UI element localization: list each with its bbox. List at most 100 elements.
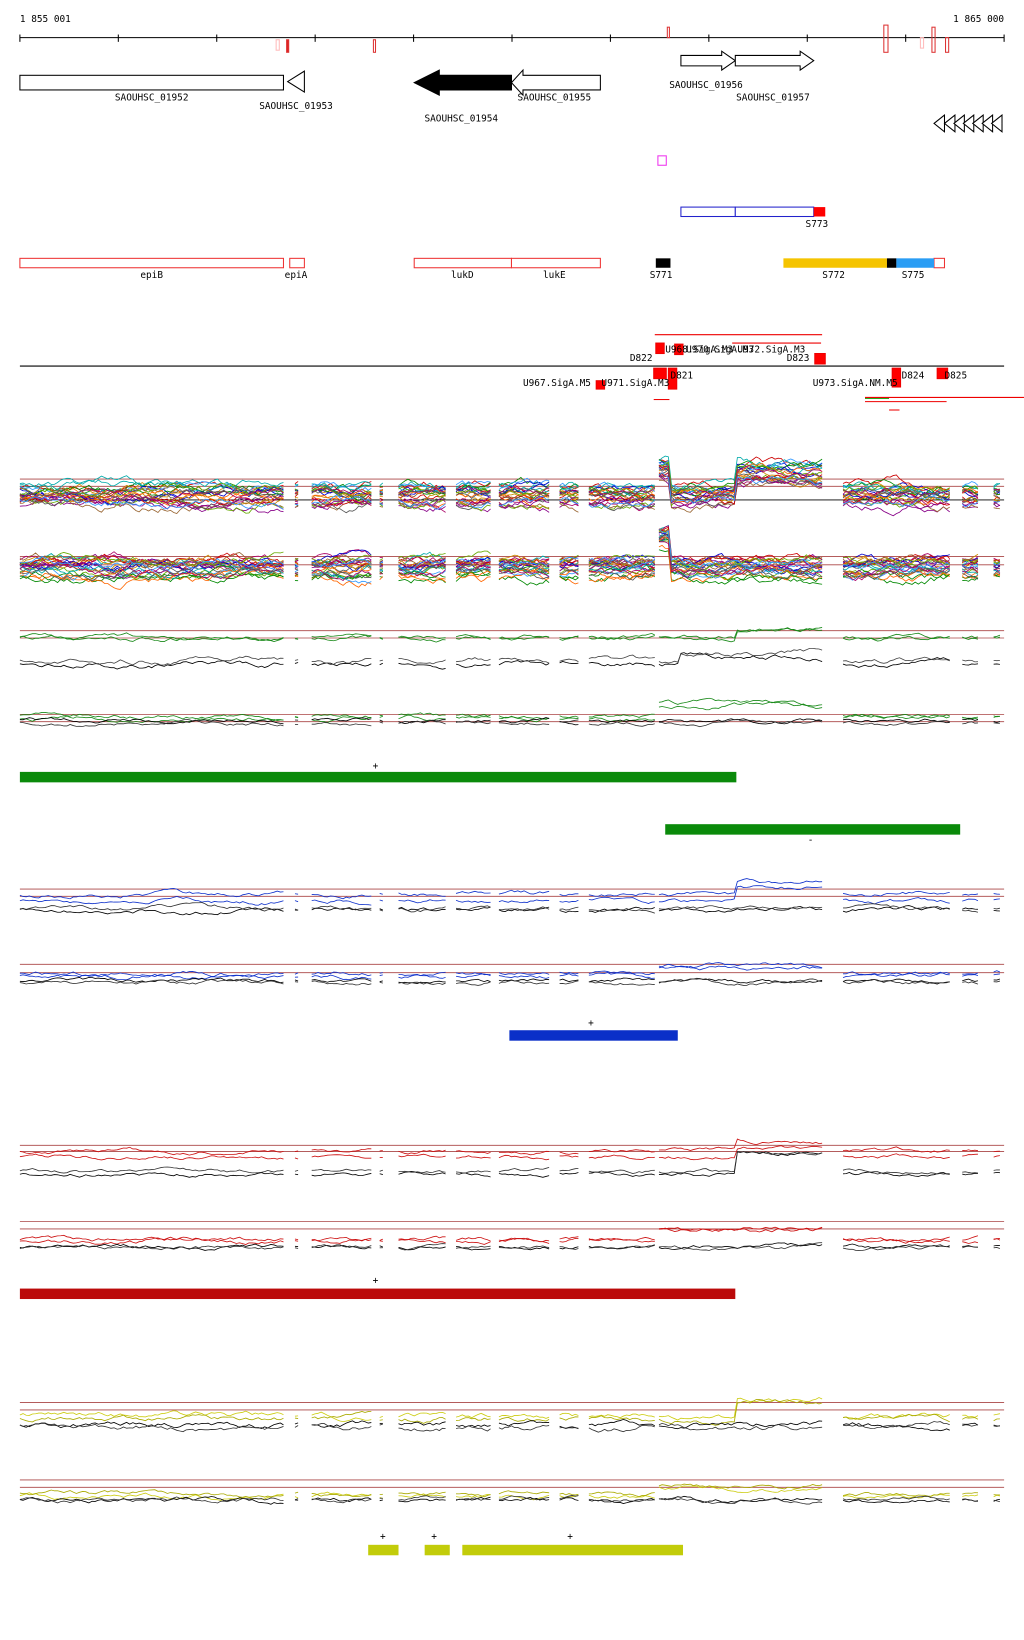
- expression-trace: [398, 1427, 446, 1432]
- expression-trace: [962, 1424, 979, 1427]
- expression-trace: [588, 1413, 655, 1419]
- expression-trace: [398, 561, 446, 572]
- expression-trace: [559, 1246, 579, 1250]
- expression-trace: [658, 463, 823, 495]
- expression-trace: [379, 1238, 383, 1241]
- expression-trace: [588, 1171, 655, 1177]
- expression-trace: [559, 973, 579, 977]
- expression-trace: [559, 1427, 579, 1429]
- expression-trace: [993, 980, 1001, 983]
- region-label: lukD: [451, 270, 474, 281]
- expression-trace: [294, 566, 299, 569]
- expression-trace: [993, 1418, 1000, 1422]
- expression-trace: [588, 1415, 655, 1422]
- expression-trace: [398, 1498, 446, 1503]
- expression-trace: [962, 981, 979, 985]
- expression-trace: [311, 488, 372, 497]
- expression-trace: [455, 480, 491, 486]
- expression-trace: [842, 554, 950, 565]
- expression-trace: [311, 1236, 372, 1242]
- expression-trace: [993, 1171, 1000, 1174]
- expression-trace: [379, 497, 383, 500]
- expression-trace: [588, 562, 656, 571]
- expression-trace: [658, 697, 823, 707]
- expression-trace: [842, 1491, 950, 1497]
- expression-trace: [559, 569, 579, 575]
- expression-trace: [498, 1420, 550, 1427]
- expression-trace: [455, 1493, 491, 1498]
- expression-trace: [19, 555, 284, 572]
- strand-mark: -: [808, 835, 814, 846]
- expression-trace: [455, 571, 491, 576]
- region-label: epiA: [285, 270, 308, 281]
- expression-trace: [842, 1236, 950, 1244]
- expression-trace: [559, 899, 579, 903]
- expression-trace: [311, 498, 372, 507]
- ruler-ticks: [19, 34, 1005, 42]
- expression-trace: [398, 1170, 446, 1174]
- expression-trace: [19, 1410, 284, 1418]
- expression-trace: [19, 1236, 284, 1245]
- expression-trace: [842, 1422, 950, 1432]
- expression-trace: [379, 1173, 383, 1175]
- expression-trace: [398, 558, 446, 571]
- expression-trace: [588, 1424, 655, 1433]
- expression-trace: [658, 533, 823, 575]
- expression-trace: [559, 489, 579, 495]
- expression-trace: [658, 533, 823, 579]
- expression-trace: [398, 974, 446, 979]
- expression-trace: [993, 1413, 1001, 1416]
- expression-trace: [842, 718, 950, 724]
- feature-label: U970.SigA.M3: [686, 344, 754, 355]
- expression-trace: [993, 507, 1000, 510]
- expression-trace: [658, 1151, 823, 1177]
- expression-trace: [842, 561, 950, 571]
- expression-trace: [398, 712, 446, 717]
- expression-trace: [19, 493, 284, 510]
- expression-trace: [588, 654, 655, 660]
- expression-trace: [588, 981, 655, 986]
- expression-trace: [311, 1411, 372, 1423]
- expression-trace: [498, 906, 550, 911]
- expression-trace: [843, 971, 950, 977]
- expression-trace: [19, 896, 284, 906]
- expression-trace: [19, 487, 284, 500]
- expression-trace: [498, 889, 550, 895]
- expression-trace: [398, 499, 446, 510]
- expression-trace: [993, 978, 1001, 981]
- feature-label: U972.SigA.M3: [737, 344, 805, 355]
- expression-trace: [588, 496, 655, 508]
- expression-trace: [498, 975, 550, 979]
- expression-trace: [379, 908, 383, 911]
- expression-trace: [588, 1149, 655, 1153]
- expression-trace: [311, 980, 372, 986]
- expression-trace: [842, 1499, 950, 1504]
- expression-trace: [842, 897, 950, 905]
- expression-trace: [962, 1417, 979, 1420]
- expression-trace: [993, 722, 1000, 724]
- feature-label: U971.SigA.M3: [601, 378, 669, 389]
- expression-trace: [379, 1499, 383, 1502]
- expression-trace: [993, 1150, 1000, 1153]
- expression-trace: [19, 902, 284, 912]
- feature-label: U968.SigA.M3: [665, 344, 733, 355]
- expression-trace: [311, 569, 372, 579]
- expression-trace: [19, 632, 284, 643]
- expression-trace: [398, 1417, 446, 1424]
- expression-trace: [379, 1169, 383, 1172]
- expression-trace: [379, 571, 384, 575]
- expression-trace: [294, 979, 299, 982]
- expression-tracks: [19, 455, 1005, 1505]
- expression-trace: [559, 484, 579, 489]
- strand-mark: +: [373, 1275, 379, 1286]
- expression-trace: [962, 893, 979, 896]
- expression-trace: [588, 1498, 655, 1503]
- expression-trace: [498, 488, 550, 497]
- expression-trace: [559, 893, 579, 896]
- expression-trace: [19, 718, 284, 727]
- expression-trace: [311, 1420, 372, 1428]
- expression-trace: [19, 1166, 284, 1174]
- expression-trace: [311, 501, 372, 514]
- expression-trace: [658, 1422, 823, 1431]
- expression-trace: [398, 1246, 446, 1251]
